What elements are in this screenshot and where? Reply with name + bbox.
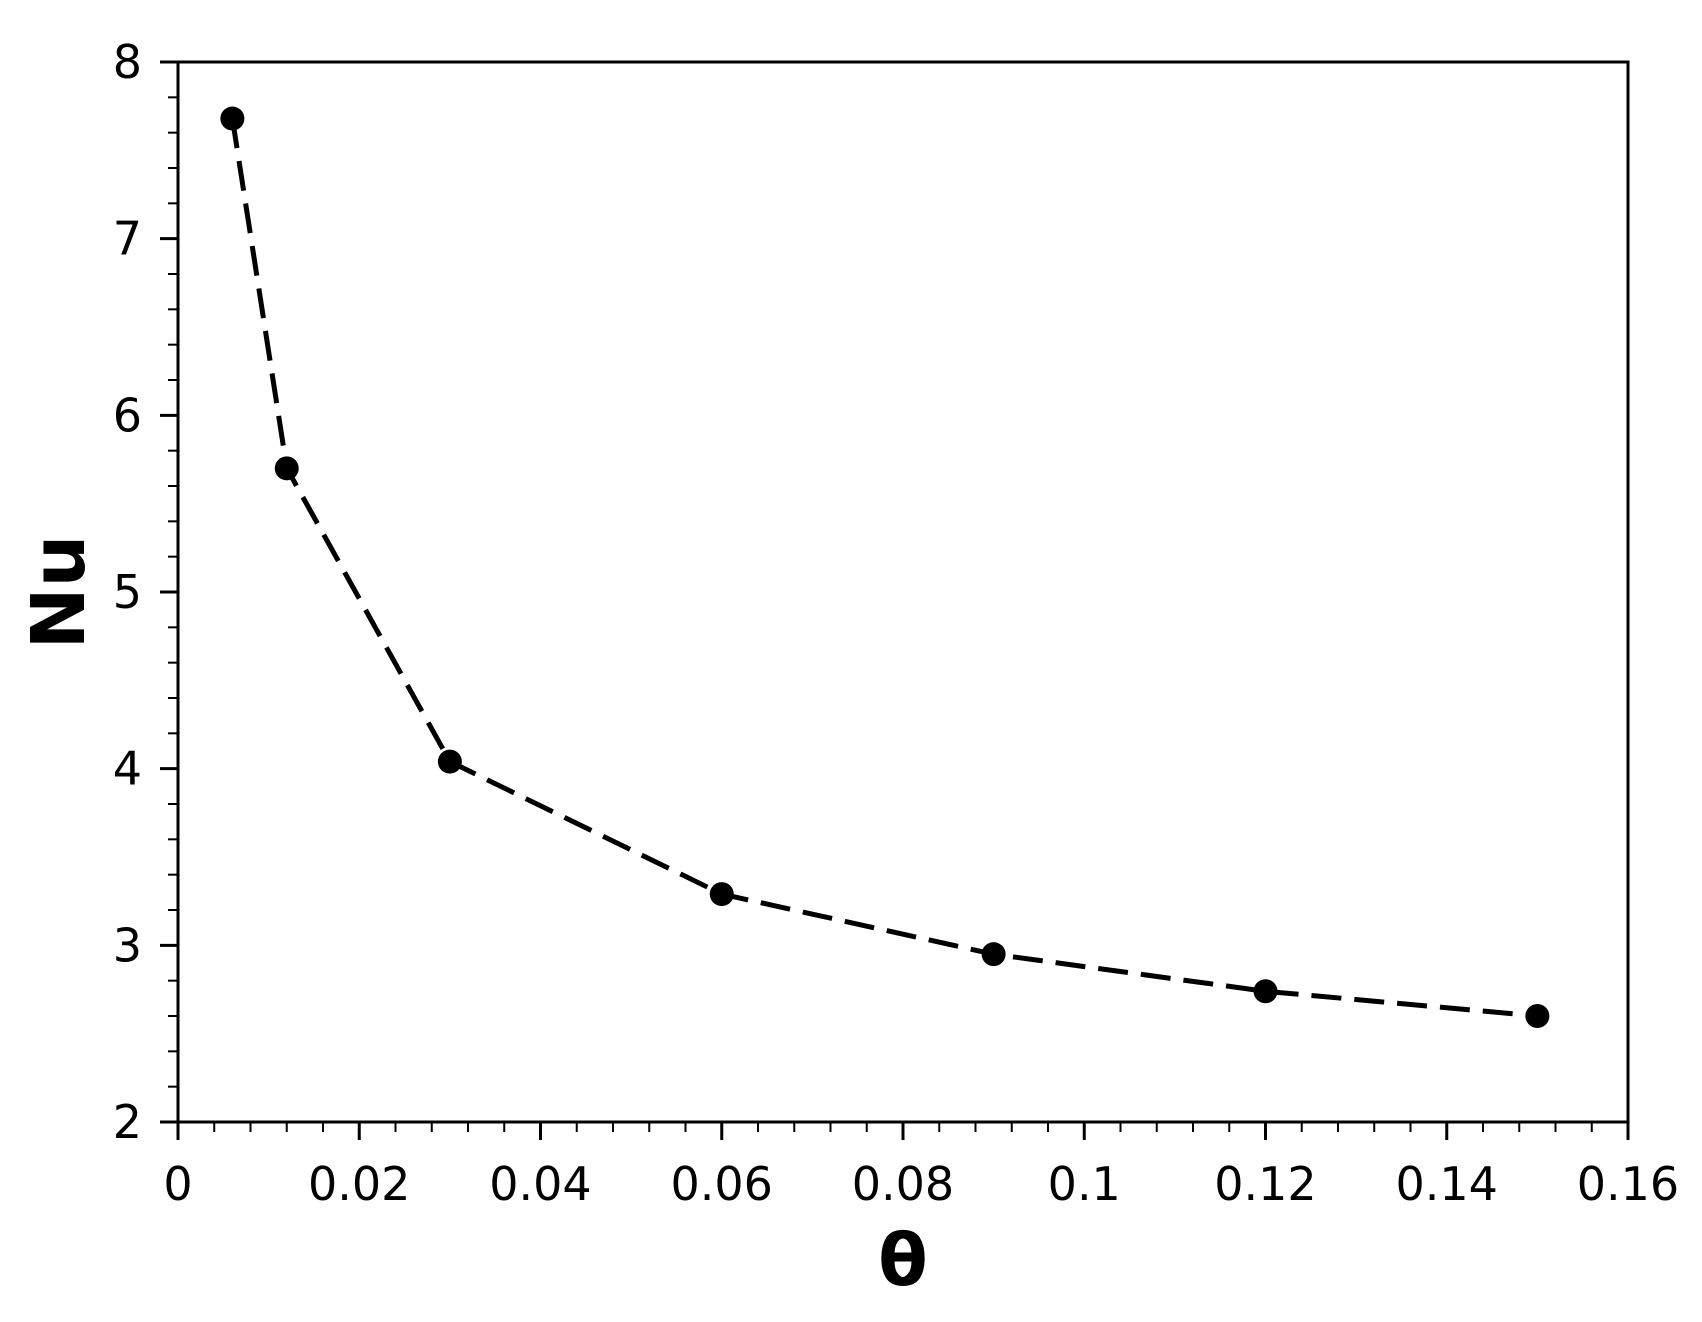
minor-ticks — [168, 96, 1593, 1132]
y-tick-label: 6 — [113, 388, 142, 442]
x-tick-label: 0.02 — [308, 1157, 410, 1211]
y-tick-label: 7 — [113, 212, 142, 266]
x-tick-label: 0.06 — [671, 1157, 773, 1211]
data-point — [1253, 979, 1278, 1004]
x-tick-label: 0.08 — [852, 1157, 954, 1211]
data-point — [437, 749, 462, 774]
y-tick-label: 3 — [113, 918, 142, 972]
data-points — [220, 106, 1550, 1028]
y-tick-labels: 2 3 4 5 6 7 8 — [113, 35, 142, 1149]
plot-frame — [176, 60, 1630, 1124]
y-axis-title: Nu — [16, 535, 102, 650]
y-tick-label: 2 — [113, 1095, 142, 1149]
x-tick-label: 0 — [163, 1157, 192, 1211]
major-ticks — [160, 60, 1630, 1140]
x-tick-label: 0.12 — [1214, 1157, 1316, 1211]
x-tick-label: 0.14 — [1396, 1157, 1498, 1211]
data-point — [709, 882, 734, 907]
y-tick-label: 8 — [113, 35, 142, 89]
data-point — [274, 456, 299, 481]
y-tick-label: 5 — [113, 565, 142, 619]
x-tick-label: 0.04 — [489, 1157, 591, 1211]
x-axis-title: θ — [878, 1218, 927, 1302]
x-tick-label: 0.16 — [1577, 1157, 1679, 1211]
x-tick-label: 0.1 — [1048, 1157, 1121, 1211]
x-tick-labels: 0 0.02 0.04 0.06 0.08 0.1 0.12 0.14 0.16 — [163, 1157, 1679, 1211]
y-tick-label: 4 — [113, 742, 142, 796]
data-point — [220, 106, 245, 131]
series-line — [229, 118, 1538, 1019]
data-point — [1525, 1004, 1550, 1028]
data-point — [981, 942, 1006, 967]
